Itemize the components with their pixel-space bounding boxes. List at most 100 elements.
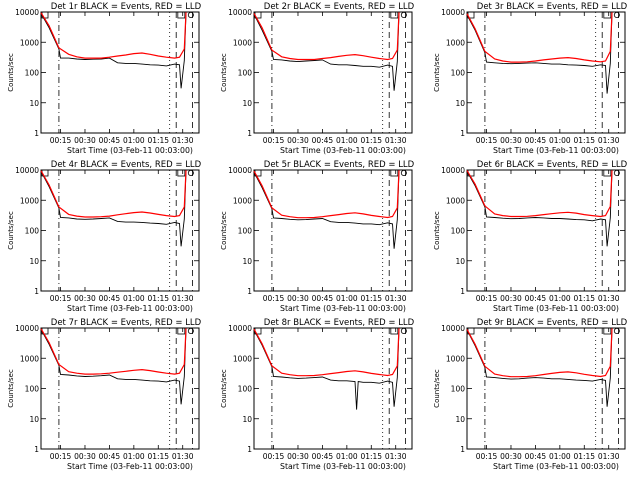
x-tick-label: 01:00 [336, 294, 358, 303]
panel-title: Det 4r BLACK = Events, RED = LLD [51, 160, 202, 170]
x-tick-label: 00:45 [312, 452, 334, 461]
events-series-line [466, 13, 613, 94]
x-tick-label: 00:15 [263, 136, 285, 145]
plot-frame [253, 169, 413, 292]
lld-series-line [253, 12, 400, 61]
x-tick-label: 01:15 [147, 136, 169, 145]
y-tick-label: 1 [34, 129, 39, 138]
y-axis-label: Counts/sec [433, 211, 441, 250]
y-tick-label: 100 [238, 69, 253, 78]
y-axis-label: Counts/sec [7, 369, 15, 408]
x-tick-label: 00:45 [99, 294, 121, 303]
plot-frame [40, 11, 200, 134]
x-tick-label: 00:45 [99, 136, 121, 145]
y-tick-label: 100 [238, 227, 253, 236]
detector-panel: Det 3r BLACK = Events, RED = LLD 1 10 100 10… [433, 2, 628, 155]
end-marker-box [390, 169, 399, 177]
x-tick-label: 00:45 [99, 452, 121, 461]
lld-series-line [253, 328, 400, 377]
y-axis-label: Counts/sec [433, 53, 441, 92]
y-tick-label: 10000 [15, 324, 39, 333]
x-axis-label: Start Time (03-Feb-11 00:03:00) [493, 462, 619, 471]
x-tick-label: 01:00 [549, 294, 571, 303]
y-axis-label: Counts/sec [220, 53, 228, 92]
events-series-line [40, 329, 187, 405]
x-tick-label: 01:15 [360, 294, 382, 303]
end-marker-box [390, 11, 399, 19]
x-tick-label: 01:00 [123, 294, 145, 303]
end-marker-circle [400, 169, 407, 176]
y-tick-label: 100 [25, 385, 40, 394]
plot-frame [40, 327, 200, 450]
y-tick-label: 100 [25, 69, 40, 78]
panel-title: Det 2r BLACK = Events, RED = LLD [264, 2, 415, 12]
x-tick-label: 00:15 [50, 452, 72, 461]
x-tick-label: 00:30 [287, 136, 309, 145]
lld-series-line [40, 328, 187, 375]
lld-series-line [253, 170, 400, 219]
y-tick-label: 10 [242, 99, 252, 108]
x-tick-label: 01:15 [360, 136, 382, 145]
end-marker-box [603, 327, 612, 335]
plot-frame [466, 327, 626, 450]
y-tick-label: 100 [451, 227, 466, 236]
end-marker-box [603, 11, 612, 19]
end-marker-circle [187, 11, 194, 18]
lld-series-line [466, 12, 613, 63]
end-marker-box [390, 327, 399, 335]
x-tick-label: 01:15 [573, 136, 595, 145]
y-tick-label: 100 [451, 69, 466, 78]
y-tick-label: 1 [34, 445, 39, 454]
x-tick-label: 01:30 [385, 136, 407, 145]
x-tick-label: 01:15 [147, 452, 169, 461]
events-series-line [253, 171, 400, 249]
x-tick-label: 00:15 [50, 136, 72, 145]
end-marker-circle [187, 327, 194, 334]
events-series-line [466, 171, 613, 247]
x-tick-label: 01:00 [549, 452, 571, 461]
y-tick-label: 1000 [20, 354, 39, 363]
y-tick-label: 100 [451, 385, 466, 394]
y-axis-label: Counts/sec [7, 53, 15, 92]
x-tick-label: 00:45 [312, 136, 334, 145]
events-series-line [466, 329, 613, 407]
y-axis-label: Counts/sec [220, 369, 228, 408]
x-tick-label: 00:45 [525, 136, 547, 145]
y-tick-label: 1 [460, 287, 465, 296]
x-tick-label: 01:00 [123, 452, 145, 461]
y-tick-label: 1000 [20, 196, 39, 205]
panel-title: Det 8r BLACK = Events, RED = LLD [264, 318, 415, 328]
x-tick-label: 01:00 [123, 136, 145, 145]
lld-series-line [40, 170, 187, 218]
end-marker-circle [400, 327, 407, 334]
end-marker-circle [187, 169, 194, 176]
x-tick-label: 00:15 [263, 294, 285, 303]
y-tick-label: 10000 [228, 8, 252, 17]
y-tick-label: 1 [460, 129, 465, 138]
y-tick-label: 1 [247, 445, 252, 454]
y-tick-label: 10 [242, 257, 252, 266]
x-tick-label: 01:15 [573, 294, 595, 303]
x-tick-label: 00:45 [525, 294, 547, 303]
y-tick-label: 10000 [441, 324, 465, 333]
detector-panel: Det 1r BLACK = Events, RED = LLD 1 10 100 10… [7, 2, 202, 155]
y-tick-label: 1000 [446, 196, 465, 205]
detector-panel: Det 4r BLACK = Events, RED = LLD 1 10 100 10… [7, 160, 202, 313]
x-axis-label: Start Time (03-Feb-11 00:03:00) [280, 462, 406, 471]
events-series-line [40, 171, 187, 247]
y-tick-label: 10 [242, 415, 252, 424]
x-tick-label: 01:30 [172, 452, 194, 461]
y-tick-label: 10 [29, 415, 39, 424]
x-tick-label: 00:45 [312, 294, 334, 303]
x-tick-label: 01:15 [147, 294, 169, 303]
end-marker-box [177, 169, 186, 177]
x-axis-label: Start Time (03-Feb-11 00:03:00) [493, 146, 619, 155]
end-marker-box [603, 169, 612, 177]
y-tick-label: 100 [238, 385, 253, 394]
x-tick-label: 01:30 [385, 294, 407, 303]
y-tick-label: 1 [460, 445, 465, 454]
detector-panel: Det 5r BLACK = Events, RED = LLD 1 10 100 10… [220, 160, 415, 313]
y-tick-label: 1 [247, 287, 252, 296]
x-axis-label: Start Time (03-Feb-11 00:03:00) [67, 304, 193, 313]
events-series-line [253, 13, 400, 91]
